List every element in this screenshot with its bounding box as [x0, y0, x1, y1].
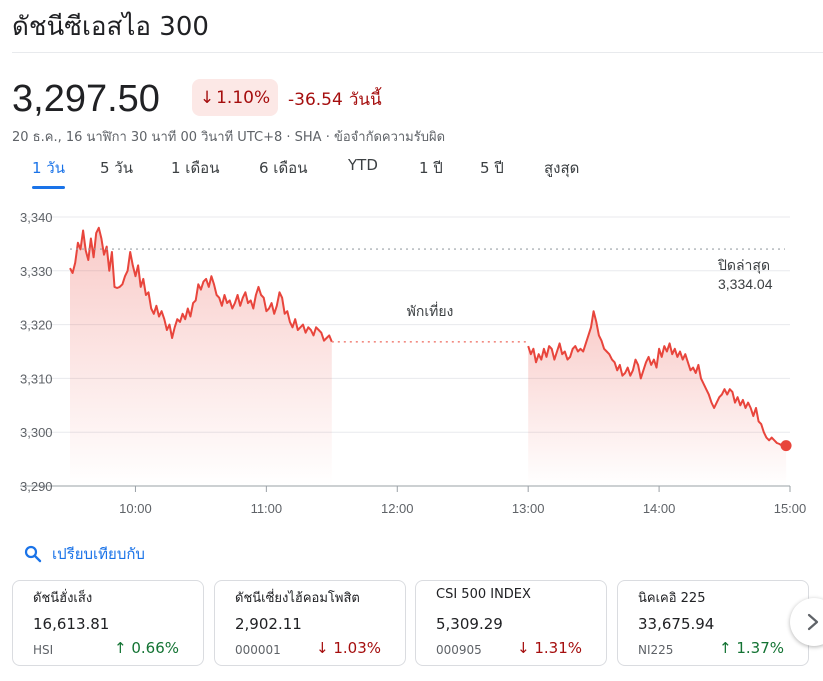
series-area-afternoon — [528, 311, 787, 486]
index-card-code: HSI — [33, 643, 54, 657]
x-tick-label: 15:00 — [774, 501, 807, 516]
index-card-name: CSI 500 INDEX — [436, 587, 531, 602]
y-tick-label: 3,330 — [20, 264, 53, 279]
index-card-code: NI225 — [638, 643, 674, 657]
change-percent-value: 1.10% — [216, 87, 271, 108]
change-percent-badge: ↓ 1.10% — [192, 79, 278, 116]
y-tick-label: 3,310 — [20, 371, 53, 386]
tab-1-year[interactable]: 1 ปี — [419, 159, 443, 177]
absolute-change-value: -36.54 — [288, 90, 343, 110]
compare-label: เปรียบเทียบกับ — [52, 545, 145, 563]
x-tick-label: 13:00 — [512, 501, 545, 516]
index-card-price: 16,613.81 — [33, 615, 110, 633]
tab-max[interactable]: สูงสุด — [544, 159, 580, 177]
series-area-morning — [70, 227, 332, 487]
index-card-name: ดัชนีเซี่ยงไฮ้คอมโพสิต — [235, 591, 360, 606]
index-card-change-value: 0.66% — [131, 639, 179, 657]
index-card-price: 5,309.29 — [436, 615, 503, 633]
x-tick-label: 11:00 — [251, 501, 283, 516]
index-card-change: ↑ 1.37% — [719, 639, 784, 657]
arrow-down-icon: ↓ — [199, 87, 215, 108]
price-chart-svg[interactable]: 3,340 3,330 3,320 3,310 3,300 3,290 10:00 11:0… — [0, 200, 823, 520]
tab-1-month[interactable]: 1 เดือน — [171, 159, 220, 177]
series-line-morning — [69, 226, 333, 343]
y-tick-label: 3,290 — [20, 479, 53, 494]
last-price-marker — [780, 440, 792, 452]
previous-close-label: ปิดล่าสุด — [718, 258, 771, 274]
x-tick-label: 14:00 — [643, 501, 676, 516]
index-card-change-value: 1.31% — [534, 639, 582, 657]
index-card-csi500[interactable]: CSI 500 INDEX 5,309.29 000905 ↓ 1.31% — [415, 580, 607, 666]
arrow-down-icon: ↓ — [516, 639, 530, 657]
y-tick-label: 3,320 — [20, 318, 53, 333]
tab-5-years[interactable]: 5 ปี — [480, 159, 504, 177]
price-chart[interactable]: 3,340 3,330 3,320 3,310 3,300 3,290 10:00 11:0… — [0, 200, 823, 520]
absolute-change: -36.54 วันนี้ — [288, 86, 382, 113]
header-divider — [12, 52, 823, 53]
arrow-up-icon: ↑ — [113, 639, 127, 657]
tab-1-day[interactable]: 1 วัน — [32, 156, 65, 189]
index-card-name: นิคเคอิ 225 — [638, 591, 706, 606]
search-icon — [24, 545, 42, 563]
page-title: ดัชนีซีเอสไอ 300 — [12, 12, 209, 42]
index-card-price: 2,902.11 — [235, 615, 302, 633]
arrow-up-icon: ↑ — [718, 639, 732, 657]
index-card-change: ↓ 1.03% — [316, 639, 381, 657]
tab-6-months[interactable]: 6 เดือน — [259, 159, 308, 177]
index-card-code: 000001 — [235, 643, 281, 657]
index-card-change: ↓ 1.31% — [517, 639, 582, 657]
quote-meta: 20 ธ.ค., 16 นาฬิกา 30 นาที 00 วินาที UTC… — [12, 130, 446, 145]
index-card-price: 33,675.94 — [638, 615, 715, 633]
x-tick-label: 12:00 — [381, 501, 414, 516]
tab-ytd[interactable]: YTD — [348, 156, 378, 174]
index-card-change: ↑ 0.66% — [114, 639, 179, 657]
y-tick-label: 3,340 — [20, 210, 53, 225]
arrow-down-icon: ↓ — [315, 639, 329, 657]
index-card-change-value: 1.37% — [736, 639, 784, 657]
y-tick-label: 3,300 — [20, 425, 53, 440]
index-card-hsi[interactable]: ดัชนีฮั่งเส็ง 16,613.81 HSI ↑ 0.66% — [12, 580, 204, 666]
change-period-label: วันนี้ — [348, 90, 382, 110]
compare-button[interactable]: เปรียบเทียบกับ — [24, 542, 145, 566]
index-card-name: ดัชนีฮั่งเส็ง — [33, 591, 93, 606]
previous-close-value: 3,334.04 — [718, 276, 773, 292]
tab-5-days[interactable]: 5 วัน — [100, 159, 133, 177]
index-card-change-value: 1.03% — [333, 639, 381, 657]
lunch-break-label: พักเที่ยง — [407, 302, 454, 320]
index-card-sse[interactable]: ดัชนีเซี่ยงไฮ้คอมโพสิต 2,902.11 000001 ↓… — [214, 580, 406, 666]
chevron-right-icon — [807, 613, 819, 631]
index-card-code: 000905 — [436, 643, 482, 657]
next-cards-button[interactable] — [790, 598, 823, 646]
index-card-nikkei[interactable]: นิคเคอิ 225 33,675.94 NI225 ↑ 1.37% — [617, 580, 809, 666]
series-line-afternoon — [527, 310, 787, 447]
x-tick-label: 10:00 — [119, 501, 152, 516]
current-price: 3,297.50 — [12, 78, 160, 120]
